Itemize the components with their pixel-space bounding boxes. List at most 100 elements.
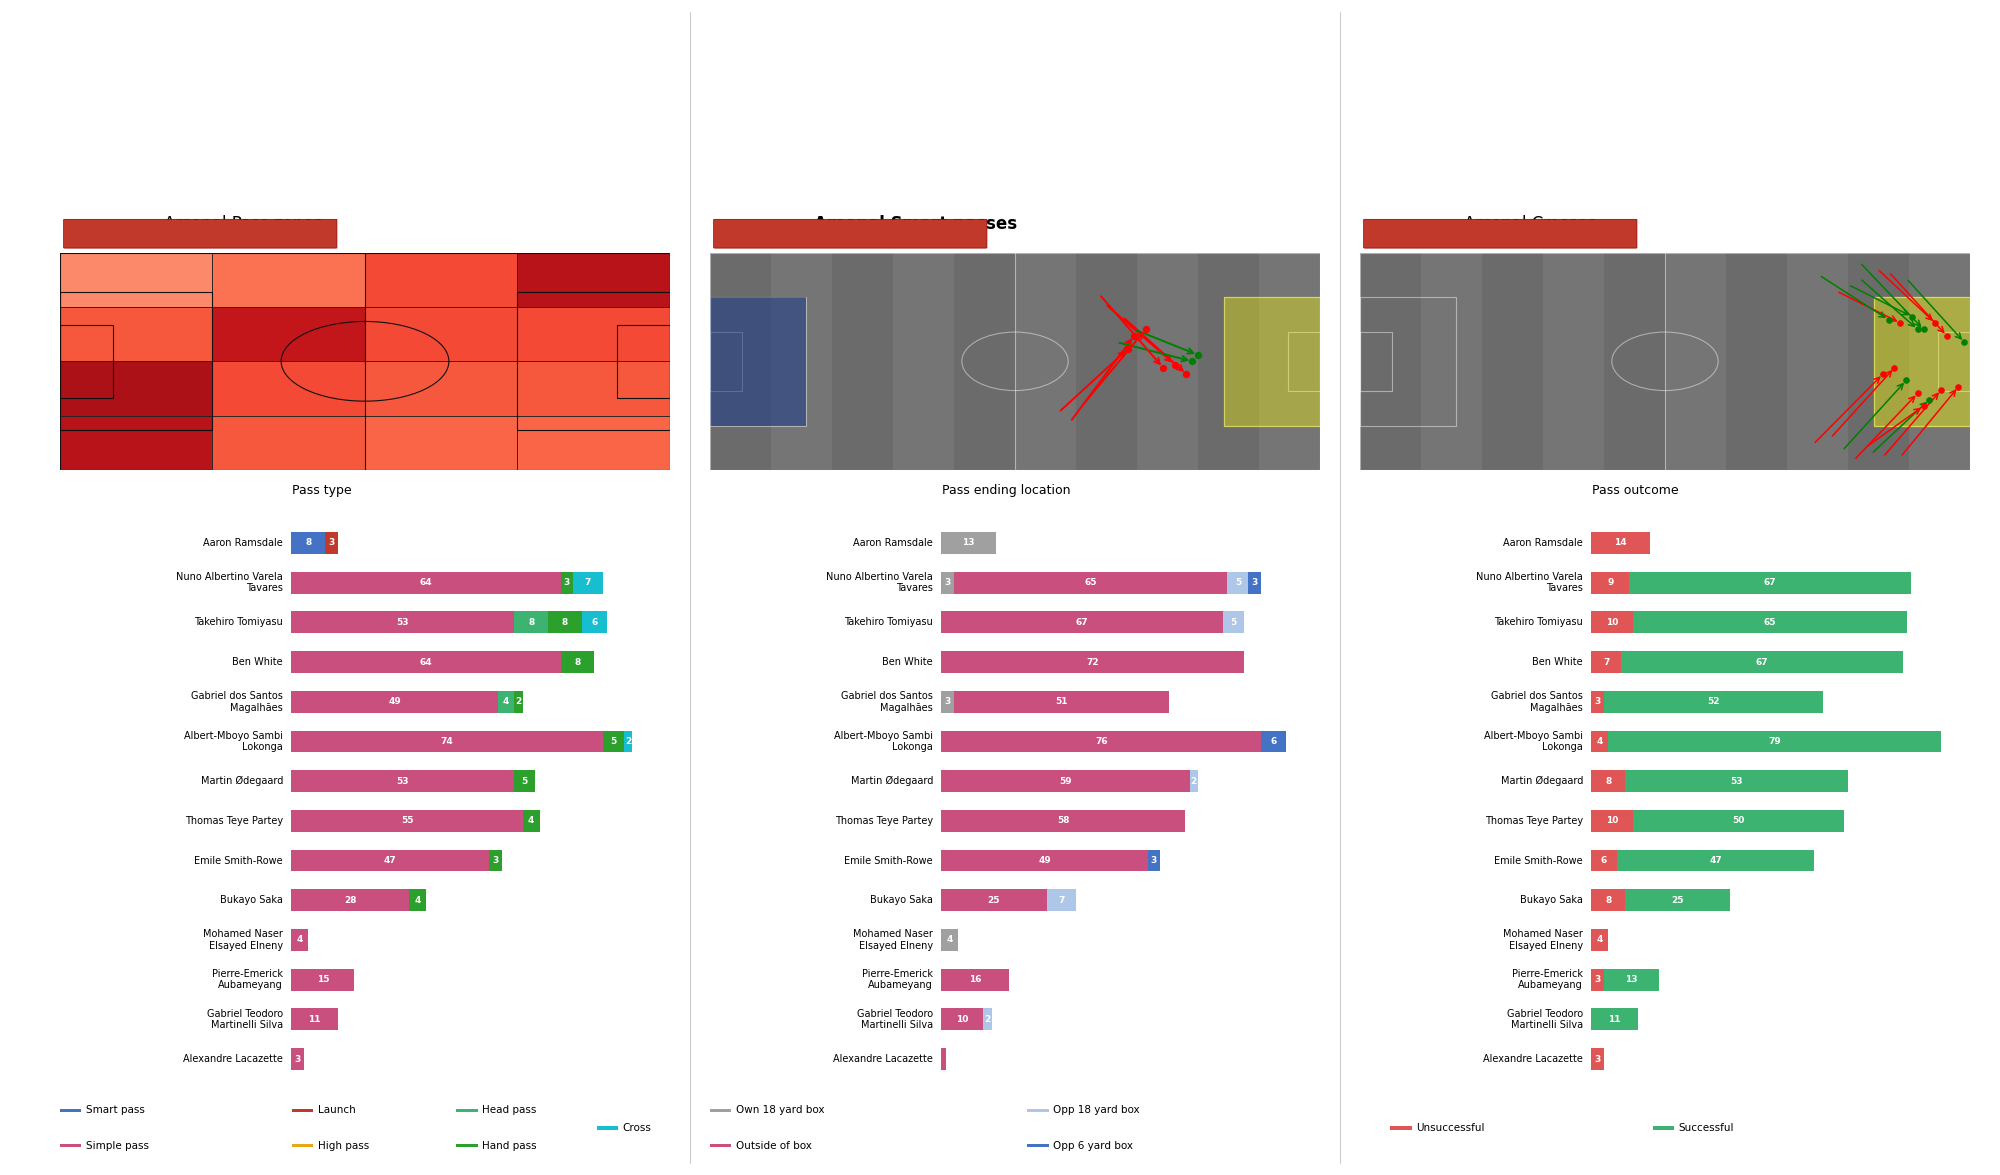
Point [1948, 333, 1980, 351]
Bar [410, 889, 426, 911]
Bar [292, 1109, 314, 1112]
Bar [1360, 333, 1392, 390]
Bar [594, 253, 670, 470]
Text: Ben White: Ben White [882, 657, 932, 667]
Bar [560, 572, 574, 593]
Text: 25: 25 [988, 895, 1000, 905]
Bar [1592, 1008, 1638, 1030]
Bar [1224, 297, 1320, 425]
Bar [1604, 968, 1658, 991]
Bar [1190, 771, 1198, 792]
Bar [1248, 572, 1262, 593]
Text: 8: 8 [1606, 895, 1612, 905]
Text: Alexandre Lacazette: Alexandre Lacazette [1484, 1054, 1582, 1065]
Bar [292, 731, 602, 752]
Bar [1224, 611, 1244, 633]
Point [1158, 355, 1190, 374]
Text: Aaron Ramsdale: Aaron Ramsdale [1504, 538, 1582, 548]
Text: 3: 3 [1594, 975, 1600, 985]
Bar [942, 731, 1262, 752]
Bar [1630, 572, 1912, 593]
Bar [490, 850, 502, 872]
Bar [456, 1109, 478, 1112]
Bar [212, 307, 364, 362]
Bar [292, 1008, 338, 1030]
Text: Bukayo Saka: Bukayo Saka [220, 895, 282, 905]
Bar [518, 253, 670, 307]
Bar [1592, 572, 1630, 593]
Text: 16: 16 [968, 975, 982, 985]
Bar [212, 253, 364, 307]
Bar [1938, 333, 1970, 390]
Bar [1874, 297, 1970, 425]
Text: 11: 11 [308, 1015, 320, 1023]
Text: 3: 3 [328, 538, 334, 548]
Text: Pierre-Emerick
Aubameyang: Pierre-Emerick Aubameyang [1512, 969, 1582, 991]
Point [1902, 384, 1934, 403]
Text: Bukayo Saka: Bukayo Saka [870, 895, 932, 905]
Text: Gabriel dos Santos
Magalhães: Gabriel dos Santos Magalhães [1492, 691, 1582, 712]
Bar [364, 253, 442, 470]
Text: 50: 50 [1732, 817, 1744, 825]
Text: 10: 10 [1606, 618, 1618, 626]
Bar [954, 691, 1168, 712]
Text: 28: 28 [344, 895, 356, 905]
Text: Emile Smith-Rowe: Emile Smith-Rowe [1494, 855, 1582, 866]
Text: 7: 7 [584, 578, 592, 588]
Bar [1848, 253, 1908, 470]
Bar [364, 362, 518, 416]
Bar [364, 307, 518, 362]
Text: 3: 3 [1252, 578, 1258, 588]
Text: 4: 4 [414, 895, 420, 905]
Bar [1592, 850, 1616, 872]
Text: Gabriel dos Santos
Magalhães: Gabriel dos Santos Magalhães [192, 691, 282, 712]
Bar [292, 611, 514, 633]
Text: 2: 2 [984, 1015, 990, 1023]
Bar [1626, 889, 1730, 911]
Text: Martin Ødegaard: Martin Ødegaard [850, 776, 932, 786]
Text: Pass type: Pass type [292, 484, 352, 497]
Bar [1028, 1144, 1048, 1147]
Bar [710, 297, 806, 425]
Bar [1592, 810, 1634, 832]
Bar [292, 889, 410, 911]
Text: 65: 65 [1764, 618, 1776, 626]
Text: Emile Smith-Rowe: Emile Smith-Rowe [844, 855, 932, 866]
Bar [60, 253, 136, 470]
Bar [942, 651, 1244, 673]
Text: 15: 15 [316, 975, 330, 985]
Text: 53: 53 [396, 618, 410, 626]
Text: 53: 53 [1730, 777, 1742, 786]
Point [1130, 320, 1162, 338]
Text: 64: 64 [420, 578, 432, 588]
Bar [1592, 532, 1650, 553]
Text: 4: 4 [502, 697, 510, 706]
Bar [548, 611, 582, 633]
Point [1866, 364, 1898, 383]
Bar [1262, 731, 1286, 752]
Text: Martin Ødegaard: Martin Ødegaard [1500, 776, 1582, 786]
Bar [1626, 771, 1848, 792]
Bar [292, 1144, 314, 1147]
Point [1878, 358, 1910, 377]
Bar [1260, 253, 1320, 470]
Point [1902, 320, 1934, 338]
Bar [942, 850, 1148, 872]
Bar [60, 416, 212, 470]
Bar [710, 297, 806, 425]
Bar [326, 532, 338, 553]
Text: Head pass: Head pass [482, 1106, 536, 1115]
Text: 49: 49 [1038, 857, 1050, 865]
Bar [292, 850, 490, 872]
Bar [710, 253, 772, 470]
FancyBboxPatch shape [714, 220, 986, 248]
Bar [364, 416, 518, 470]
Bar [942, 1048, 946, 1070]
Bar [518, 362, 670, 416]
Text: 8: 8 [574, 658, 580, 666]
Text: 5: 5 [1234, 578, 1242, 588]
Bar [292, 532, 326, 553]
Bar [1592, 771, 1626, 792]
Bar [514, 611, 548, 633]
Text: Hand pass: Hand pass [482, 1141, 538, 1150]
